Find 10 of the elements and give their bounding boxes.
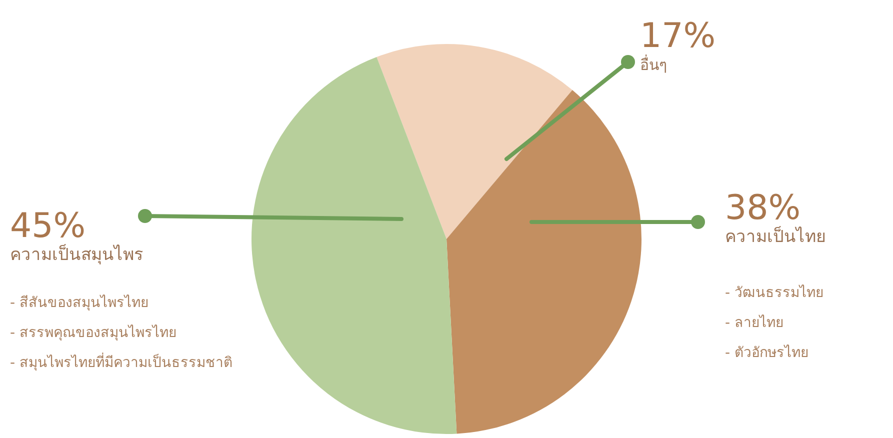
slice-label: ความเป็นไทย bbox=[725, 226, 826, 248]
text: - วัฒนธรรมไทย bbox=[725, 284, 824, 303]
text: - สีสันของสมุนไพรไทย bbox=[10, 294, 149, 313]
text: - ตัวอักษรไทย bbox=[725, 344, 809, 363]
text: - ลายไทย bbox=[725, 314, 784, 333]
text: - สมุนไพรไทยที่มีความเป็นธรรมชาติ bbox=[10, 352, 233, 373]
text: - สรรพคุณของสมุนไพรไทย bbox=[10, 324, 177, 343]
slice-label: ความเป็นสมุนไพร bbox=[10, 244, 143, 266]
slice-label: อื่นๆ bbox=[640, 54, 668, 76]
data-label: 17% bbox=[640, 16, 716, 56]
